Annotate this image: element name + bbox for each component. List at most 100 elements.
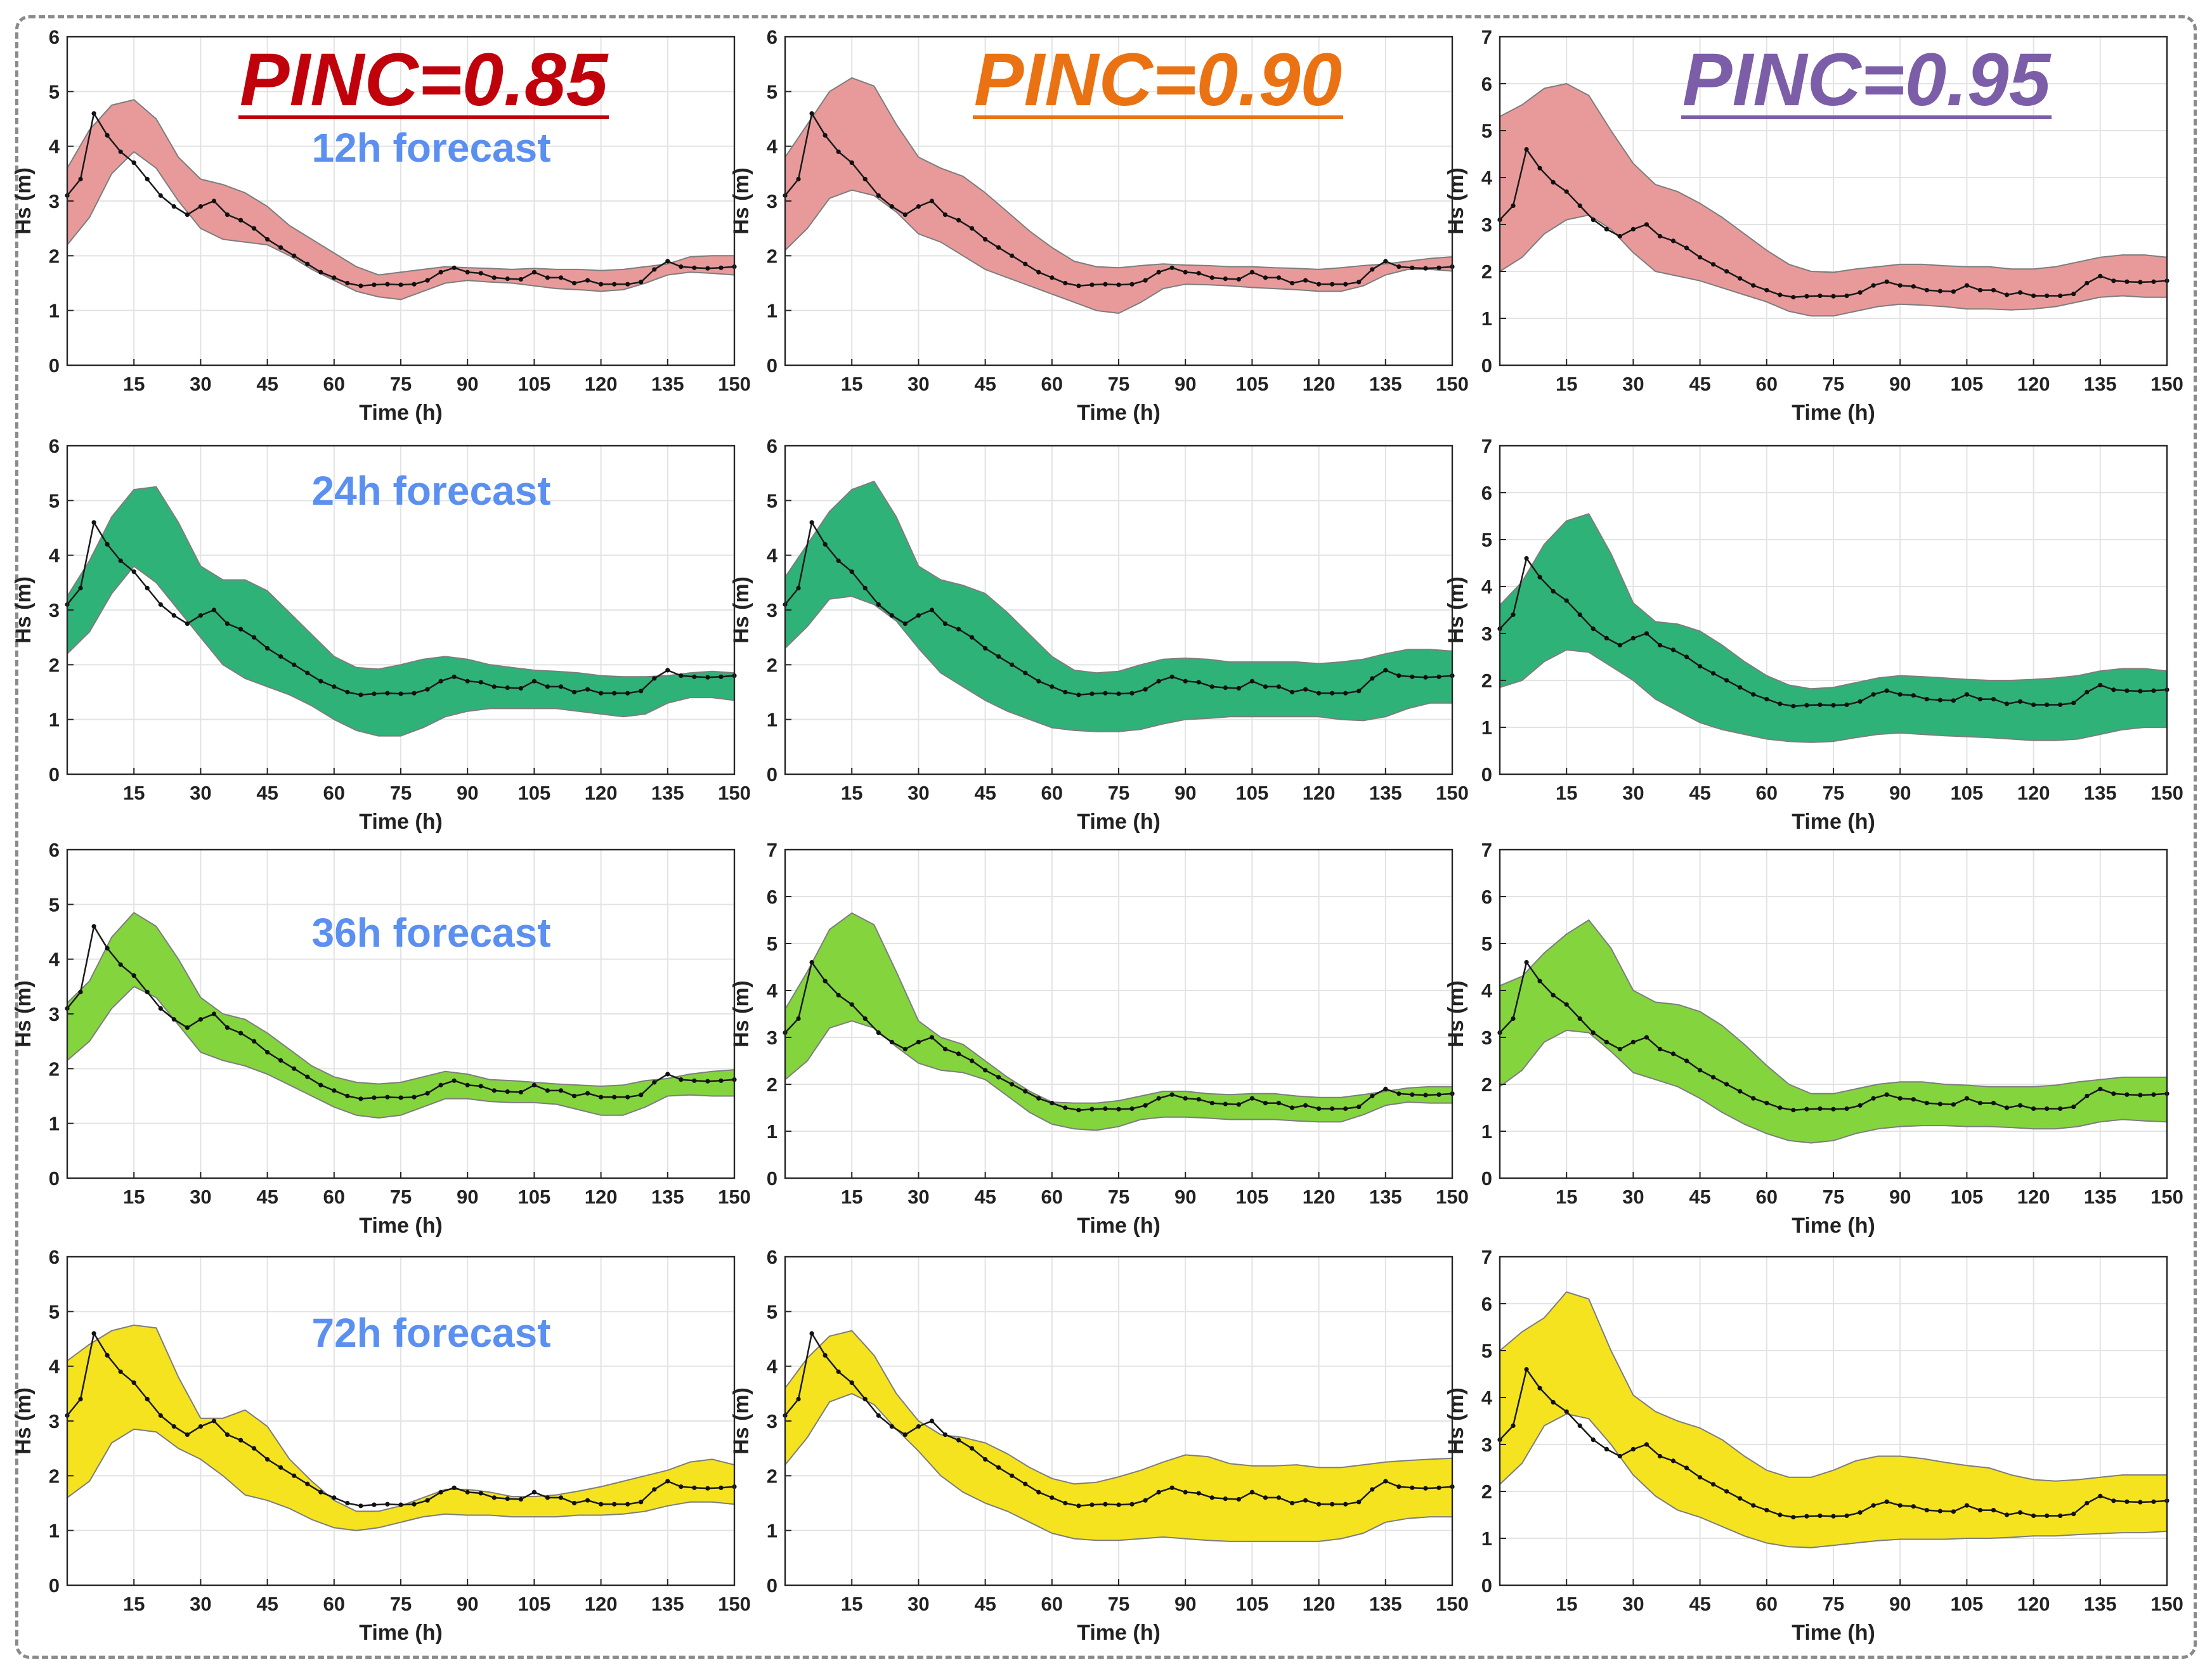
observed-point bbox=[2045, 293, 2050, 299]
observed-point bbox=[1857, 1103, 1863, 1108]
y-tick-label: 1 bbox=[767, 709, 777, 731]
observed-point bbox=[1564, 1002, 1569, 1007]
observed-point bbox=[1818, 1513, 1823, 1519]
observed-point bbox=[1577, 1423, 1582, 1428]
x-axis-label: Time (h) bbox=[1077, 1214, 1161, 1238]
observed-point bbox=[1684, 1058, 1689, 1063]
observed-point bbox=[505, 685, 510, 691]
y-tick-label: 1 bbox=[1481, 1120, 1492, 1143]
observed-point bbox=[2151, 688, 2156, 693]
observed-point bbox=[1897, 692, 1903, 697]
observed-point bbox=[1764, 1101, 1769, 1106]
observed-point bbox=[823, 542, 828, 547]
x-axis-label: Time (h) bbox=[1792, 1621, 1875, 1645]
x-tick-label: 30 bbox=[908, 1593, 929, 1615]
observed-point bbox=[1657, 642, 1663, 648]
observed-point bbox=[185, 1432, 190, 1437]
observed-point bbox=[2031, 702, 2036, 708]
y-tick-label: 6 bbox=[1481, 482, 1492, 504]
observed-point bbox=[665, 259, 670, 264]
observed-point bbox=[318, 269, 323, 275]
observed-point bbox=[238, 626, 244, 632]
y-tick-label: 3 bbox=[1481, 1434, 1492, 1456]
observed-point bbox=[1844, 293, 1849, 299]
observed-point bbox=[1010, 662, 1015, 667]
observed-point bbox=[1343, 1106, 1348, 1112]
observed-point bbox=[1156, 678, 1161, 684]
observed-point bbox=[1977, 697, 1983, 702]
observed-point bbox=[1924, 697, 1929, 702]
observed-point bbox=[1356, 689, 1362, 694]
y-tick-label: 2 bbox=[1481, 670, 1492, 692]
x-tick-label: 30 bbox=[908, 782, 929, 804]
observed-point bbox=[398, 282, 403, 287]
observed-point bbox=[625, 1094, 630, 1100]
observed-point bbox=[836, 1369, 841, 1374]
observed-point bbox=[438, 269, 443, 275]
observed-point bbox=[849, 1002, 854, 1007]
x-tick-label: 45 bbox=[256, 1593, 278, 1615]
x-tick-label: 105 bbox=[1236, 1186, 1269, 1208]
y-tick-label: 3 bbox=[49, 1003, 60, 1025]
x-axis-label: Time (h) bbox=[359, 401, 443, 425]
observed-point bbox=[916, 204, 921, 209]
x-tick-label: 90 bbox=[457, 373, 478, 395]
x-tick-label: 45 bbox=[974, 1593, 996, 1615]
observed-point bbox=[78, 1396, 83, 1402]
x-axis-label: Time (h) bbox=[1077, 810, 1161, 834]
observed-point bbox=[1670, 238, 1676, 243]
observed-point bbox=[1143, 1103, 1148, 1108]
observed-point bbox=[1991, 1101, 1996, 1106]
x-tick-label: 45 bbox=[256, 1186, 278, 1208]
y-axis-label: Hs (m) bbox=[729, 167, 753, 235]
observed-point bbox=[1423, 1486, 1428, 1491]
x-tick-label: 105 bbox=[1951, 782, 1984, 804]
x-tick-label: 120 bbox=[585, 1186, 618, 1208]
observed-point bbox=[1711, 1075, 1716, 1080]
observed-point bbox=[585, 687, 590, 692]
observed-point bbox=[1577, 203, 1582, 208]
y-tick-label: 2 bbox=[1481, 1481, 1492, 1503]
y-tick-label: 6 bbox=[767, 435, 777, 457]
x-tick-label: 30 bbox=[908, 373, 929, 395]
observed-point bbox=[1410, 265, 1415, 270]
observed-point bbox=[412, 1094, 417, 1100]
observed-point bbox=[531, 1489, 537, 1495]
x-tick-label: 30 bbox=[190, 1593, 211, 1615]
observed-point bbox=[1196, 271, 1201, 276]
x-tick-label: 120 bbox=[2017, 373, 2050, 395]
observed-point bbox=[2138, 1500, 2143, 1505]
observed-point bbox=[224, 1432, 230, 1437]
observed-point bbox=[1436, 1485, 1441, 1490]
observed-point bbox=[198, 613, 203, 618]
observed-point bbox=[2151, 1092, 2156, 1097]
y-tick-label: 6 bbox=[49, 435, 60, 457]
pinc-title: PINC=0.85 bbox=[240, 38, 609, 122]
observed-point bbox=[902, 1432, 908, 1437]
observed-point bbox=[2031, 1513, 2036, 1519]
observed-point bbox=[171, 1424, 176, 1429]
observed-point bbox=[1023, 1481, 1028, 1486]
observed-point bbox=[238, 1437, 244, 1443]
observed-point bbox=[1263, 1101, 1268, 1106]
x-tick-label: 105 bbox=[518, 782, 551, 804]
observed-point bbox=[1396, 264, 1402, 269]
observed-point bbox=[91, 1331, 96, 1336]
y-tick-label: 2 bbox=[767, 654, 777, 676]
observed-point bbox=[1897, 1503, 1903, 1508]
observed-point bbox=[1343, 282, 1348, 287]
y-tick-label: 1 bbox=[49, 1520, 60, 1542]
x-tick-label: 135 bbox=[651, 373, 684, 395]
observed-point bbox=[1711, 262, 1716, 267]
observed-point bbox=[665, 668, 670, 673]
observed-point bbox=[1751, 283, 1756, 288]
x-tick-label: 90 bbox=[1174, 782, 1196, 804]
y-tick-label: 1 bbox=[1481, 308, 1492, 330]
observed-point bbox=[145, 1396, 150, 1402]
y-tick-label: 2 bbox=[767, 245, 777, 267]
observed-point bbox=[131, 160, 136, 165]
observed-point bbox=[478, 271, 483, 276]
observed-point bbox=[571, 1500, 577, 1506]
observed-point bbox=[1818, 293, 1823, 299]
